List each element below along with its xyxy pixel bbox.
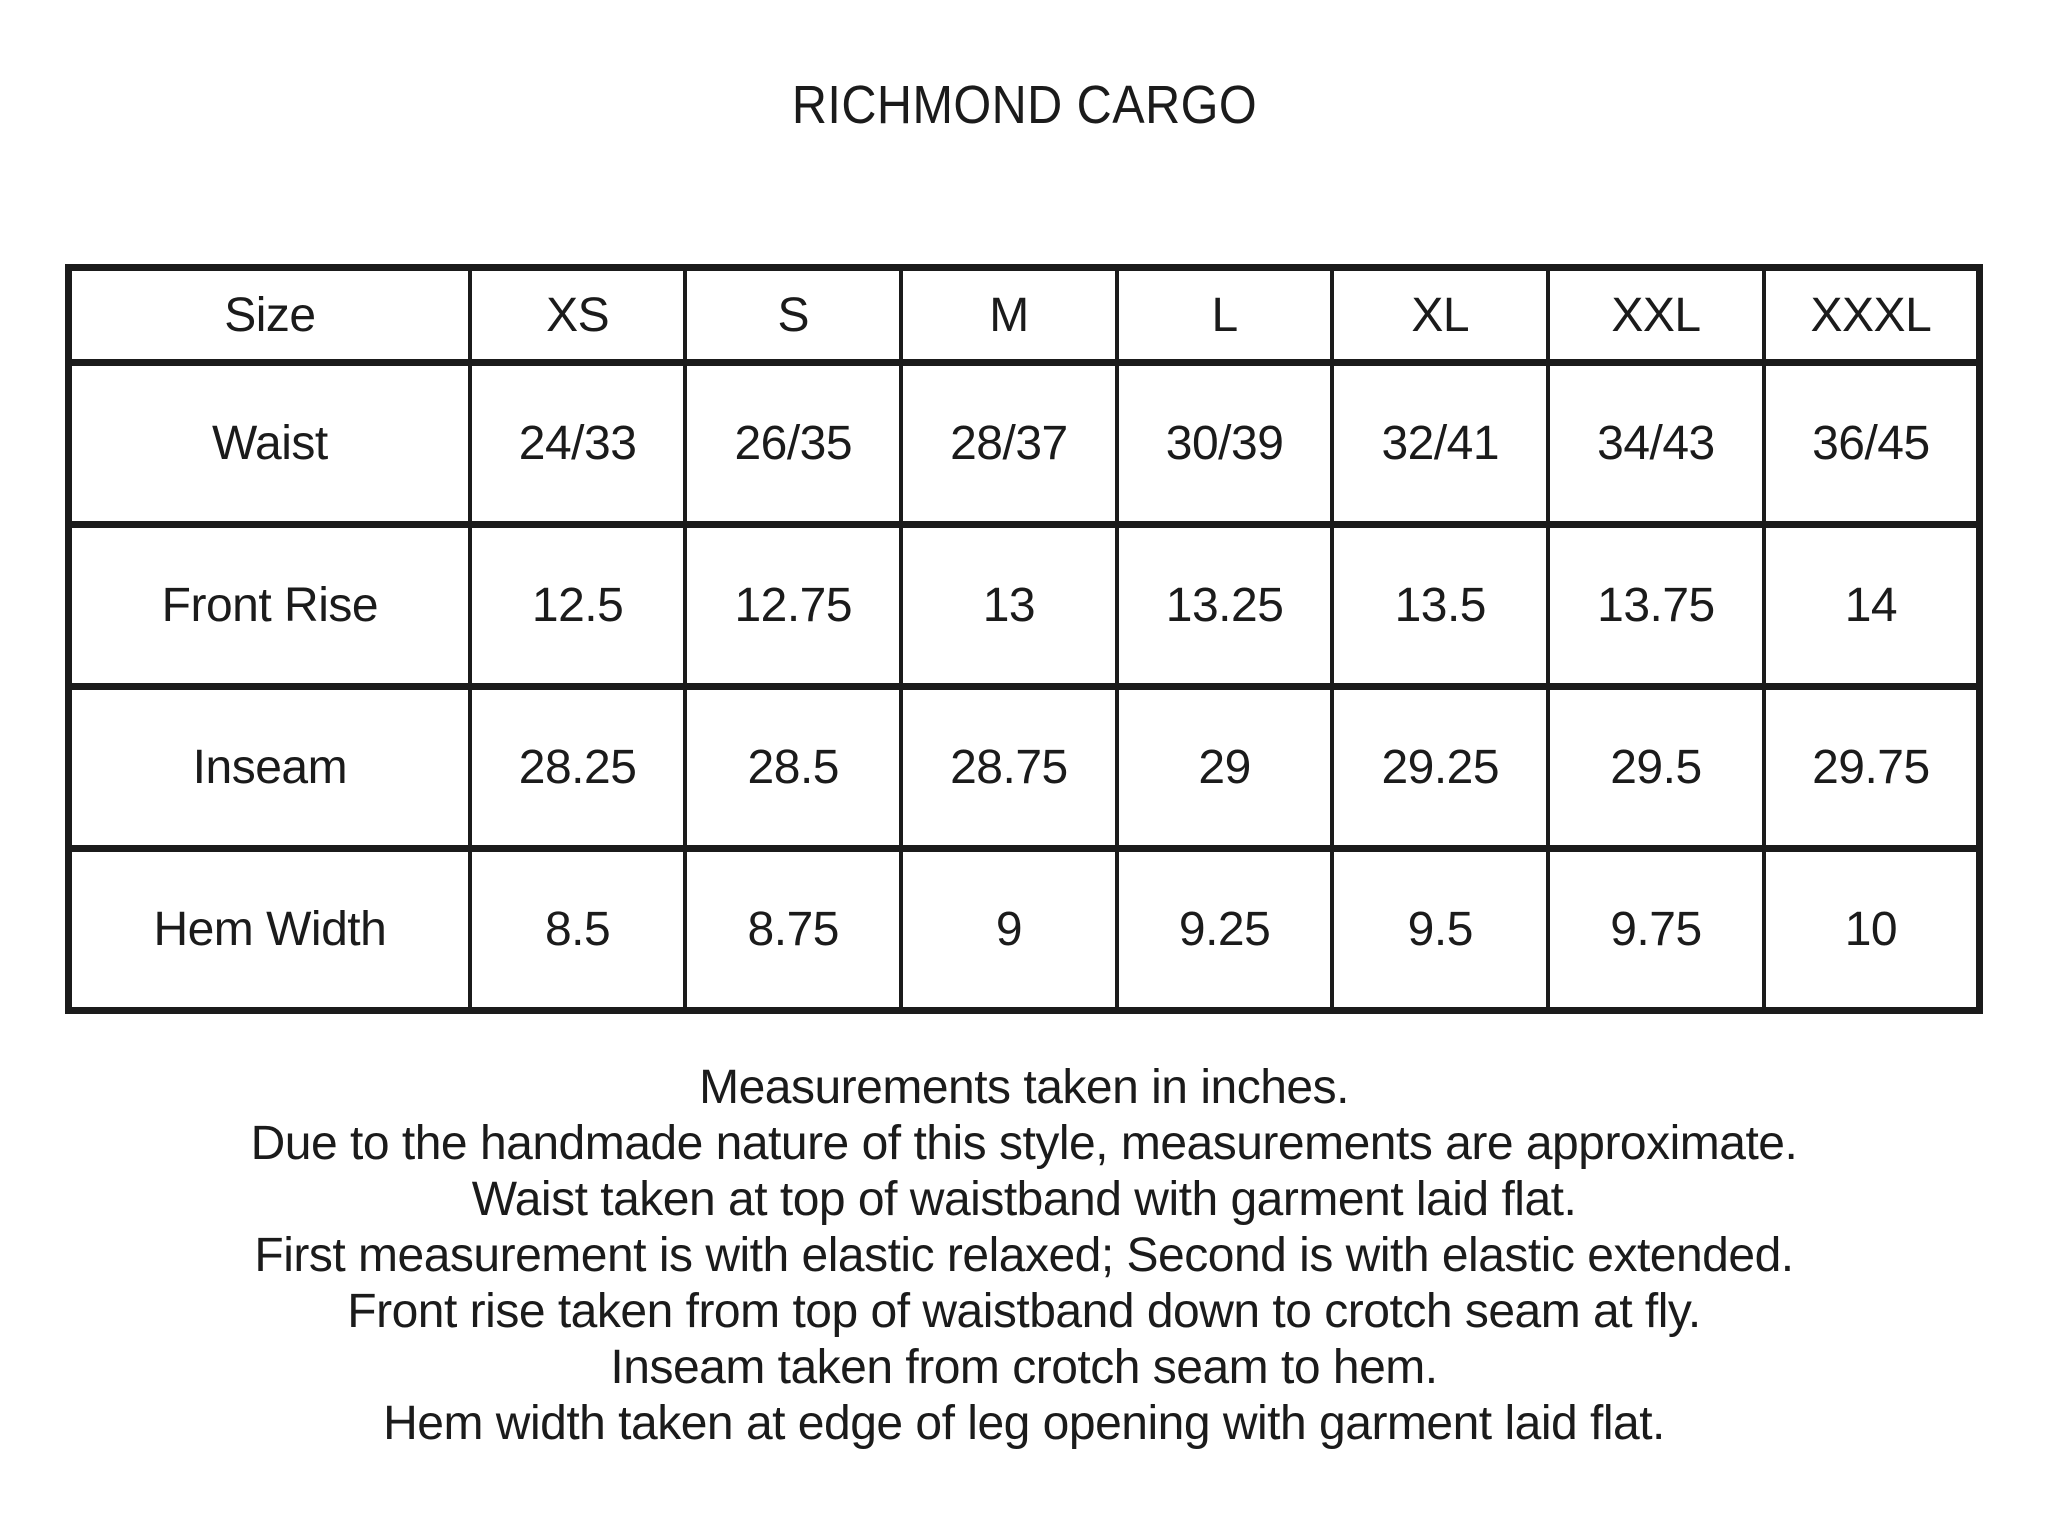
- cell-waist-xxl: 34/43: [1546, 359, 1766, 528]
- note-inseam: Inseam taken from crotch seam to hem.: [610, 1341, 1438, 1394]
- cell-hem-width-l: 9.25: [1114, 845, 1335, 1014]
- header-cell-l: L: [1114, 264, 1335, 366]
- cell-waist-m: 28/37: [899, 359, 1119, 528]
- note-units: Measurements taken in inches.: [699, 1061, 1349, 1114]
- row-label-front-rise: Front Rise: [66, 521, 472, 690]
- header-cell-xs: XS: [467, 264, 688, 366]
- table-row-waist: Waist 24/33 26/35 28/37 30/39 32/41 34/4…: [66, 359, 1982, 528]
- cell-waist-xs: 24/33: [467, 359, 688, 528]
- note-hem-width: Hem width taken at edge of leg opening w…: [383, 1397, 1665, 1450]
- cell-hem-width-xl: 9.5: [1330, 845, 1551, 1014]
- cell-inseam-xxxl: 29.75: [1761, 683, 1982, 852]
- table-row-hem-width: Hem Width 8.5 8.75 9 9.25 9.5 9.75 10: [66, 845, 1982, 1014]
- cell-front-rise-xxl: 13.75: [1546, 521, 1766, 690]
- header-cell-size: Size: [66, 264, 472, 366]
- row-label-inseam: Inseam: [66, 683, 472, 852]
- cell-hem-width-s: 8.75: [683, 845, 904, 1014]
- table-header-row: Size XS S M L XL XXL XXXL: [66, 264, 1982, 366]
- cell-hem-width-xs: 8.5: [467, 845, 688, 1014]
- cell-hem-width-xxxl: 10: [1761, 845, 1982, 1014]
- table-row-inseam: Inseam 28.25 28.5 28.75 29 29.25 29.5 29…: [66, 683, 1982, 852]
- header-cell-xxl: XXL: [1546, 264, 1766, 366]
- cell-inseam-l: 29: [1114, 683, 1335, 852]
- cell-front-rise-xl: 13.5: [1330, 521, 1551, 690]
- header-cell-xl: XL: [1330, 264, 1551, 366]
- table-row-front-rise: Front Rise 12.5 12.75 13 13.25 13.5 13.7…: [66, 521, 1982, 690]
- header-cell-s: S: [683, 264, 904, 366]
- row-label-hem-width: Hem Width: [66, 845, 472, 1014]
- row-label-waist: Waist: [66, 359, 472, 528]
- cell-waist-xl: 32/41: [1330, 359, 1551, 528]
- header-cell-m: M: [899, 264, 1119, 366]
- note-front-rise: Front rise taken from top of waistband d…: [347, 1285, 1701, 1338]
- cell-hem-width-xxl: 9.75: [1546, 845, 1766, 1014]
- cell-hem-width-m: 9: [899, 845, 1119, 1014]
- note-approximate: Due to the handmade nature of this style…: [250, 1117, 1798, 1170]
- note-elastic: First measurement is with elastic relaxe…: [254, 1229, 1794, 1282]
- cell-front-rise-l: 13.25: [1114, 521, 1335, 690]
- cell-waist-l: 30/39: [1114, 359, 1335, 528]
- cell-front-rise-xxxl: 14: [1761, 521, 1982, 690]
- cell-front-rise-xs: 12.5: [467, 521, 688, 690]
- header-cell-xxxl: XXXL: [1761, 264, 1982, 366]
- cell-inseam-s: 28.5: [683, 683, 904, 852]
- cell-inseam-xs: 28.25: [467, 683, 688, 852]
- cell-waist-s: 26/35: [683, 359, 904, 528]
- cell-front-rise-s: 12.75: [683, 521, 904, 690]
- measurement-notes: Measurements taken in inches. Due to the…: [0, 1060, 2048, 1452]
- cell-waist-xxxl: 36/45: [1761, 359, 1982, 528]
- size-chart-table: Size XS S M L XL XXL XXXL Waist 24/33 26…: [65, 264, 1983, 1014]
- cell-inseam-xl: 29.25: [1330, 683, 1551, 852]
- page-title-text: RICHMOND CARGO: [791, 75, 1257, 135]
- page-title: RICHMOND CARGO: [0, 0, 2048, 136]
- cell-front-rise-m: 13: [899, 521, 1119, 690]
- cell-inseam-xxl: 29.5: [1546, 683, 1766, 852]
- note-waist: Waist taken at top of waistband with gar…: [471, 1173, 1577, 1226]
- cell-inseam-m: 28.75: [899, 683, 1119, 852]
